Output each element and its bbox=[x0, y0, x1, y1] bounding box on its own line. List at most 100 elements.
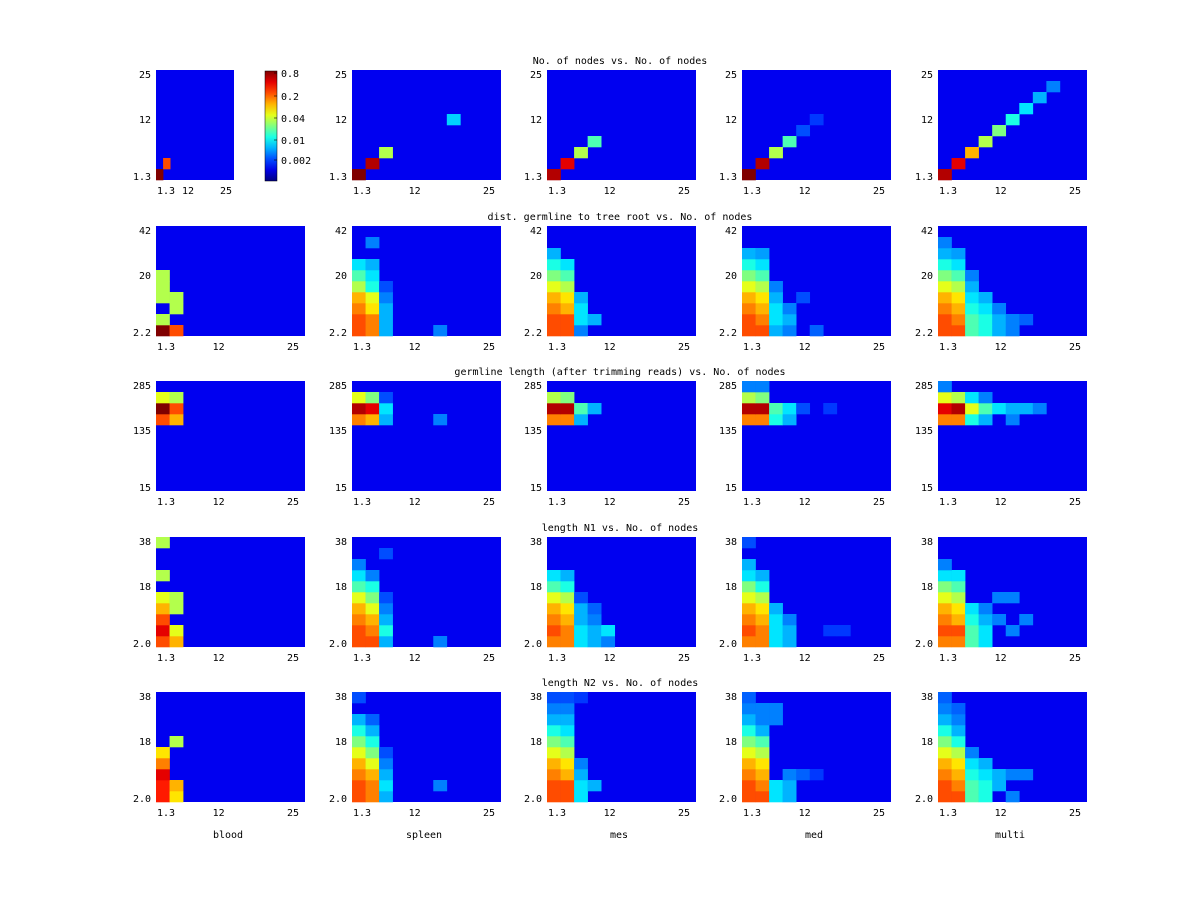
heatmap-cell bbox=[742, 692, 756, 704]
y-tick-label: 285 bbox=[133, 381, 151, 392]
heatmap-cell bbox=[938, 703, 952, 715]
heatmap-cell bbox=[547, 769, 561, 781]
heatmap-cell bbox=[938, 270, 952, 282]
heatmap-cell bbox=[352, 314, 366, 326]
heatmap-cell bbox=[938, 747, 952, 759]
y-tick-label: 285 bbox=[719, 381, 737, 392]
heatmap-cell bbox=[433, 414, 448, 426]
heatmap-cell bbox=[169, 603, 184, 615]
heatmap-cell bbox=[978, 603, 993, 615]
heatmap-cell bbox=[560, 414, 575, 426]
heatmap-panel-spleen: 1.3 12 25 38 18 2.0 bbox=[329, 537, 501, 664]
y-tick-label: 2.0 bbox=[133, 794, 151, 805]
heatmap-cell bbox=[1005, 414, 1020, 426]
heatmap-cell bbox=[547, 614, 561, 626]
y-tick-label: 20 bbox=[139, 271, 151, 282]
heatmap-cell bbox=[782, 625, 797, 637]
heatmap-cell bbox=[742, 259, 756, 271]
heatmap-cell bbox=[809, 114, 824, 126]
x-tick-label: 25 bbox=[1069, 653, 1081, 664]
y-tick-label: 25 bbox=[335, 70, 347, 81]
row-0: No. of nodes vs. No. of nodes 1.3 12 25 25 12… bbox=[133, 56, 1087, 197]
heatmap-cell bbox=[1032, 92, 1047, 104]
heatmap-cell bbox=[951, 769, 966, 781]
heatmap-cell bbox=[951, 614, 966, 626]
heatmap-cell bbox=[769, 703, 783, 715]
heatmap-cell bbox=[938, 414, 952, 426]
heatmap-cell bbox=[574, 780, 588, 792]
heatmap-panel-med: 1.3 12 25 38 18 2.0 bbox=[719, 537, 891, 664]
heatmap-cell bbox=[560, 769, 575, 781]
x-tick-label: 25 bbox=[873, 342, 885, 353]
heatmap-cell bbox=[938, 403, 952, 415]
heatmap-cell bbox=[547, 270, 561, 282]
heatmap-cell bbox=[742, 392, 756, 404]
heatmap-cell bbox=[742, 314, 756, 326]
heatmap-cell bbox=[978, 636, 993, 648]
heatmap-cell bbox=[379, 614, 393, 626]
heatmap-cell bbox=[547, 747, 561, 759]
x-tick-label: 1.3 bbox=[353, 653, 371, 664]
x-tick-label: 25 bbox=[873, 497, 885, 508]
heatmap-cell bbox=[782, 614, 797, 626]
heatmap-cell bbox=[156, 791, 170, 803]
heatmap-cell bbox=[755, 570, 770, 582]
heatmap-cell bbox=[938, 248, 952, 260]
x-tick-label: 25 bbox=[873, 653, 885, 664]
heatmap-cell bbox=[992, 325, 1007, 337]
x-tick-label: 25 bbox=[483, 808, 495, 819]
y-tick-label: 1.3 bbox=[915, 172, 933, 183]
heatmap-cell bbox=[560, 791, 575, 803]
y-tick-label: 42 bbox=[335, 226, 347, 237]
heatmap-cell bbox=[352, 758, 366, 770]
heatmap-cell bbox=[1005, 325, 1020, 337]
heatmap-cell bbox=[951, 636, 966, 648]
row-title: No. of nodes vs. No. of nodes bbox=[533, 56, 708, 67]
y-tick-label: 2.2 bbox=[719, 328, 737, 339]
heatmap-cell bbox=[560, 158, 575, 170]
heatmap-cell bbox=[951, 325, 966, 337]
y-tick-label: 18 bbox=[335, 582, 347, 593]
heatmap-cell bbox=[951, 392, 966, 404]
y-tick-label: 285 bbox=[915, 381, 933, 392]
heatmap-cell bbox=[574, 791, 588, 803]
y-tick-label: 18 bbox=[921, 582, 933, 593]
y-tick-label: 1.3 bbox=[133, 172, 151, 183]
y-tick-label: 20 bbox=[725, 271, 737, 282]
x-tick-label: 1.3 bbox=[353, 342, 371, 353]
heatmap-cell bbox=[755, 725, 770, 737]
heatmap-cell bbox=[978, 314, 993, 326]
y-tick-label: 12 bbox=[335, 115, 347, 126]
heatmap-cell bbox=[742, 325, 756, 337]
heatmap-cell bbox=[560, 780, 575, 792]
heatmap-cell bbox=[365, 725, 380, 737]
heatmap-cell bbox=[379, 636, 393, 648]
heatmap-cell bbox=[938, 725, 952, 737]
y-tick-label: 38 bbox=[921, 537, 933, 548]
heatmap-cell bbox=[782, 780, 797, 792]
heatmap-cell bbox=[755, 403, 770, 415]
heatmap-cell bbox=[156, 392, 170, 404]
heatmap-cell bbox=[992, 125, 1007, 137]
heatmap-cell bbox=[938, 581, 952, 593]
heatmap-panel-mes: 1.3 12 25 38 18 2.0 bbox=[524, 692, 696, 819]
heatmap-cell bbox=[352, 414, 366, 426]
heatmap-cell bbox=[755, 281, 770, 293]
column-label-mes: mes bbox=[610, 830, 628, 841]
heatmap-cell bbox=[547, 581, 561, 593]
heatmap-cell bbox=[992, 769, 1007, 781]
y-tick-label: 135 bbox=[133, 426, 151, 437]
x-tick-label: 12 bbox=[604, 808, 616, 819]
heatmap-cell bbox=[379, 769, 393, 781]
heatmap-cell bbox=[742, 736, 756, 748]
heatmap-cell bbox=[755, 625, 770, 637]
x-tick-label: 12 bbox=[799, 342, 811, 353]
heatmap-cell bbox=[379, 314, 393, 326]
x-tick-label: 12 bbox=[409, 653, 421, 664]
heatmap-cell bbox=[547, 592, 561, 604]
heatmap-cell bbox=[951, 281, 966, 293]
heatmap-cell bbox=[755, 325, 770, 337]
heatmap-cell bbox=[365, 237, 380, 249]
heatmap-panel-spleen: 1.3 12 25 285 135 15 bbox=[329, 381, 501, 508]
heatmap-cell bbox=[365, 292, 380, 304]
